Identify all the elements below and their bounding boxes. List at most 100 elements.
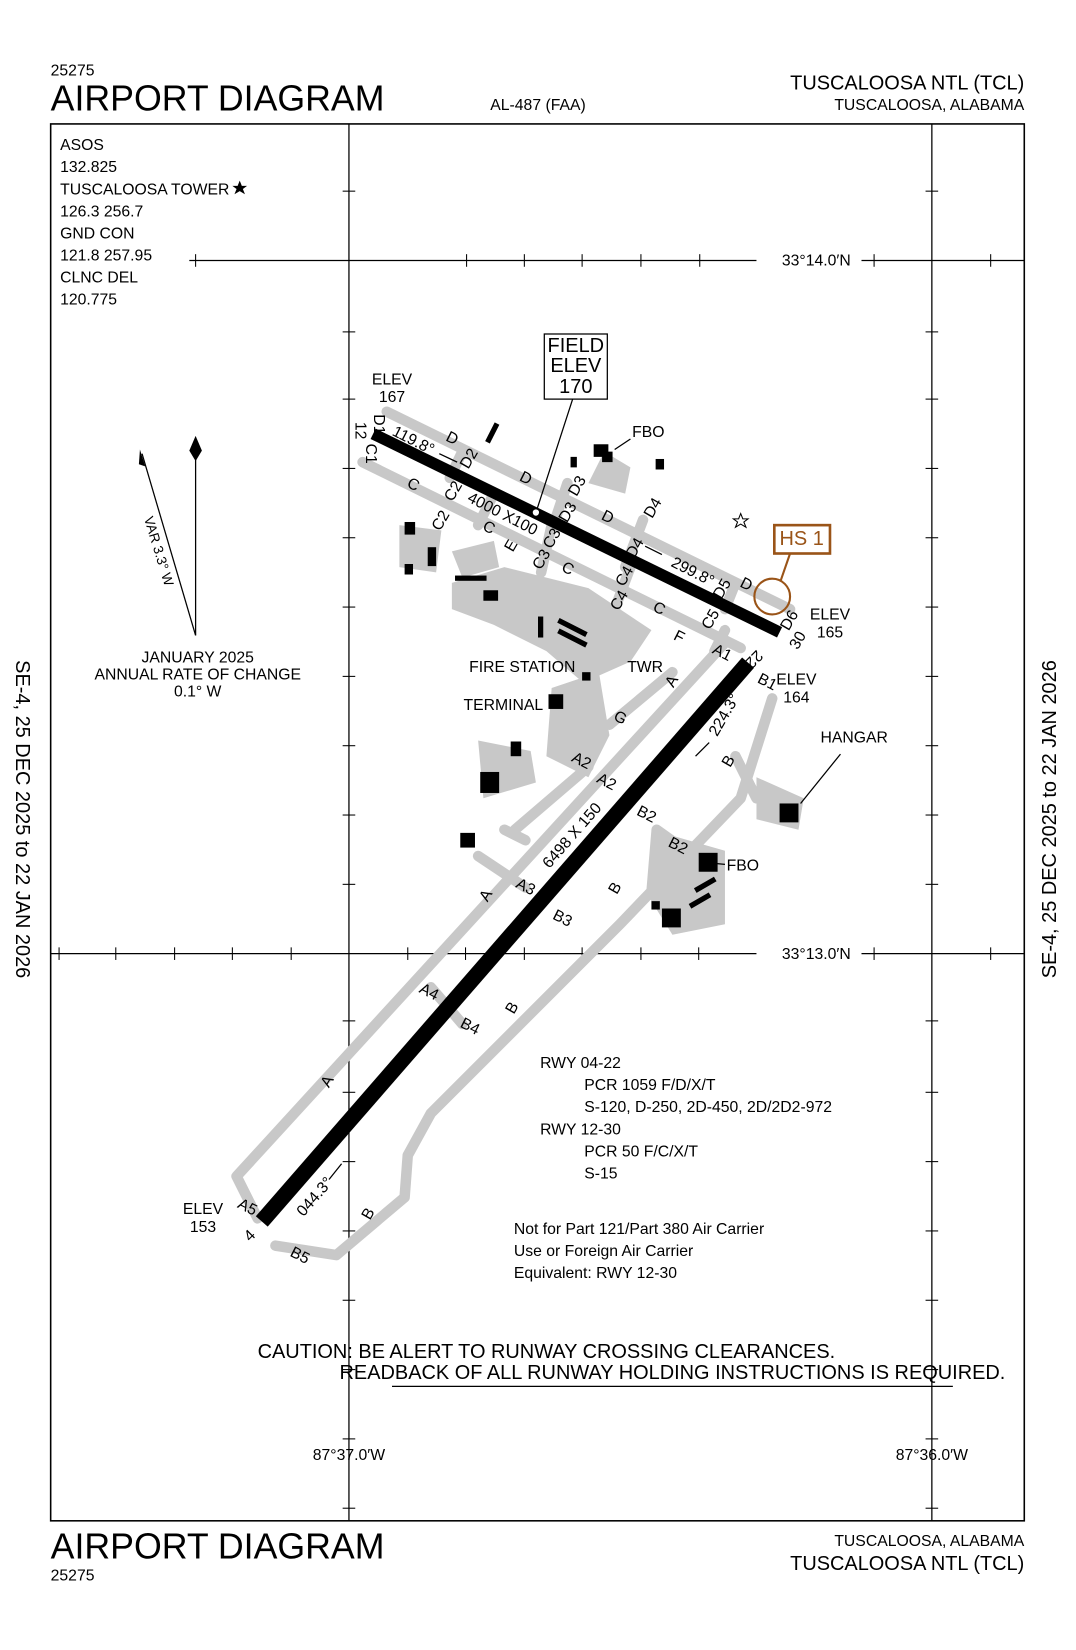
building-label: FBO (632, 424, 664, 441)
chart-id: 25275 (51, 1568, 95, 1585)
building (404, 521, 416, 535)
taxiway-label: 30 (786, 628, 810, 652)
label-bg (756, 249, 862, 271)
building (557, 617, 588, 637)
latitude: 33°13.0′N (782, 946, 851, 963)
building (570, 456, 577, 468)
city: TUSCALOOSA, ALABAMA (834, 1533, 1024, 1550)
elevation: 165 (817, 624, 844, 641)
elevation: ELEV (810, 607, 851, 624)
hangar-arrow (800, 753, 841, 804)
note: Equivalent: RWY 12-30 (514, 1265, 677, 1282)
title: AIRPORT DIAGRAM (51, 1527, 385, 1567)
rate-title: ANNUAL RATE OF CHANGE (94, 666, 301, 683)
city: TUSCALOOSA, ALABAMA (834, 97, 1024, 114)
taxiway-label: B (605, 880, 625, 898)
runway-04-22 (255, 657, 754, 1227)
building-labels: FBO FIRE STATION TWR TERMINAL HANGAR FBO (464, 424, 888, 875)
runway-info-line: RWY 04-22 (540, 1055, 621, 1072)
field-elevation: ELEV (550, 355, 602, 377)
latitude: 33°14.0′N (782, 253, 851, 270)
building (427, 547, 437, 567)
frequencies: ASOS 132.825 TUSCALOOSA TOWER 126.3 256.7 GN… (60, 137, 229, 308)
aprons (399, 525, 804, 935)
taxiway-label: C1 (362, 444, 379, 464)
hot-spot-box (773, 523, 832, 555)
runway-info-line: PCR 50 F/C/X/T (584, 1143, 698, 1160)
field-elevation-point (532, 509, 540, 516)
building (510, 741, 522, 757)
note: Use or Foreign Air Carrier (514, 1243, 693, 1260)
caution: READBACK OF ALL RUNWAY HOLDING INSTRUCTI… (340, 1362, 1006, 1384)
taxiway-label: A2 (569, 749, 594, 773)
field-elevation: FIELD (548, 335, 605, 357)
aprons (451, 451, 631, 578)
building (661, 908, 681, 928)
chart-id: 25275 (51, 63, 95, 80)
hangar (779, 803, 799, 823)
frequency: 120.775 (60, 292, 117, 309)
frame (49, 123, 1026, 1522)
taxiway-label: A2 (594, 770, 619, 794)
building (480, 771, 500, 793)
building (688, 892, 712, 909)
runway-info-line: RWY 12-30 (540, 1121, 621, 1138)
field-elevation: 170 (559, 376, 592, 398)
building-label: TERMINAL (464, 697, 544, 714)
buildings (404, 422, 799, 928)
taxiway-d (381, 406, 796, 615)
elevation: 164 (783, 690, 810, 707)
taxiway-label: B2 (634, 803, 659, 827)
title: AIRPORT DIAGRAM (51, 78, 385, 118)
airport-name: TUSCALOOSA NTL (TCL) (790, 1553, 1024, 1575)
longitude: 87°36.0′W (896, 1447, 968, 1464)
taxiway-label: B1 (755, 670, 780, 694)
magnetic-date: JANUARY 2025 (142, 650, 255, 667)
airport-name: TUSCALOOSA NTL (TCL) (790, 72, 1024, 94)
heading-arrow (439, 453, 458, 463)
frequency: TUSCALOOSA TOWER (60, 181, 229, 198)
elevation: 167 (379, 389, 405, 406)
label-bg (756, 943, 862, 965)
frequency: 121.8 257.95 (60, 247, 152, 264)
hot-spot (753, 577, 792, 616)
building (557, 628, 588, 648)
taxiway-label: 12 (351, 422, 368, 440)
building-label: FBO (727, 858, 759, 875)
elevation: ELEV (372, 371, 413, 388)
frequency: CLNC DEL (60, 269, 138, 286)
elevation: ELEV (183, 1201, 224, 1218)
building (538, 616, 544, 638)
tick-marks (58, 190, 992, 1509)
beacon (731, 512, 750, 529)
heading-arrow (644, 545, 663, 556)
elevation: 153 (190, 1219, 217, 1236)
taxiway-label: A1 (710, 641, 735, 665)
taxiway-b (270, 693, 778, 1261)
field-elevation-box (543, 333, 608, 400)
building (693, 876, 717, 893)
building (485, 422, 500, 444)
hot-spot-leader (779, 553, 792, 582)
taxiway-label: B3 (550, 907, 575, 931)
building (582, 672, 591, 681)
longitude: 87°37.0′W (313, 1447, 385, 1464)
building (655, 458, 665, 470)
tower-star (232, 180, 248, 195)
taxiway-label: B2 (665, 834, 690, 858)
graticule (50, 123, 1025, 1521)
runway-12-30 (370, 428, 783, 638)
leader (536, 398, 574, 510)
true-north-arrow (189, 435, 202, 462)
building (404, 564, 414, 575)
taxiway-label: F (671, 627, 687, 647)
building (548, 694, 564, 709)
rate: 0.1° W (174, 683, 222, 700)
frequency: GND CON (60, 225, 134, 242)
building (698, 852, 718, 872)
building (602, 451, 613, 463)
validity: SE-4, 25 DEC 2025 to 22 JAN 2026 (1039, 660, 1061, 978)
building-label: HANGAR (820, 730, 887, 747)
runway-info-line: PCR 1059 F/D/X/T (584, 1077, 716, 1094)
